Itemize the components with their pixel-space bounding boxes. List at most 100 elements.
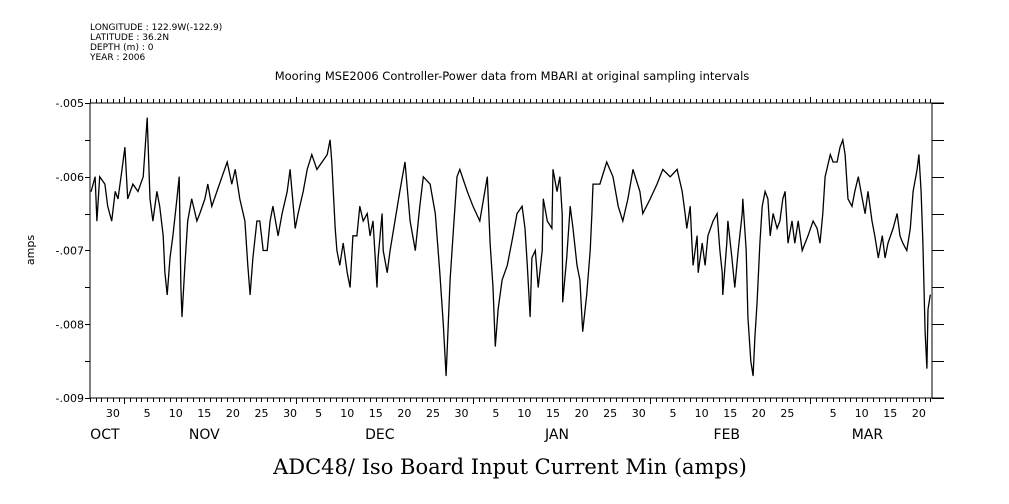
x-tick-label: 5	[144, 407, 151, 420]
data-point	[887, 242, 889, 244]
data-point	[920, 191, 922, 192]
data-point	[701, 242, 703, 244]
data-point	[627, 198, 629, 200]
data-point	[747, 316, 749, 318]
data-point	[816, 227, 818, 229]
data-point	[877, 257, 879, 259]
data-point	[349, 286, 351, 288]
data-point	[90, 191, 92, 192]
data-point	[844, 154, 846, 156]
data-point	[534, 250, 536, 251]
data-point	[556, 191, 558, 192]
x-tick-label: 30	[106, 407, 120, 420]
x-tick-label: 25	[254, 407, 268, 420]
data-point	[754, 338, 756, 340]
data-point	[797, 220, 799, 222]
y-tick-label: -.008	[56, 318, 84, 331]
data-point	[727, 220, 729, 222]
data-point	[302, 191, 304, 192]
data-point	[492, 286, 494, 288]
data-point	[772, 213, 774, 215]
data-point	[247, 264, 249, 266]
data-point	[331, 161, 333, 163]
data-point	[272, 205, 274, 207]
data-point	[916, 168, 918, 170]
data-point	[824, 176, 826, 178]
data-point	[537, 286, 539, 288]
data-point	[582, 331, 584, 333]
plot-area	[90, 117, 931, 377]
data-point	[414, 250, 416, 251]
data-point	[262, 250, 264, 251]
data-point	[731, 257, 733, 259]
data-point	[922, 242, 924, 244]
data-point	[847, 198, 849, 200]
data-point	[669, 176, 671, 178]
data-point	[881, 235, 883, 237]
meta-longitude: LONGITUDE : 122.9W(-122.9)	[90, 23, 222, 33]
series-line	[90, 117, 931, 376]
data-point	[127, 198, 129, 200]
data-point	[546, 220, 548, 222]
data-point	[196, 220, 198, 222]
data-point	[561, 213, 563, 215]
y-tick-label: -.005	[56, 97, 84, 110]
metadata-block: LONGITUDE : 122.9W(-122.9) LATITUDE : 36…	[89, 23, 222, 63]
x-tick-label: 10	[340, 407, 354, 420]
data-point	[111, 220, 113, 222]
data-point	[306, 168, 308, 170]
data-point	[924, 331, 926, 333]
data-point	[389, 250, 391, 251]
data-point	[329, 139, 331, 141]
data-point	[929, 294, 931, 296]
x-axis-title: ADC48/ Iso Board Input Current Min (amps…	[272, 455, 747, 479]
data-point	[187, 220, 189, 222]
data-point	[767, 198, 769, 200]
data-point	[552, 168, 554, 170]
x-tick-label: 10	[695, 407, 709, 420]
data-point	[132, 183, 134, 185]
data-point	[784, 191, 786, 192]
data-point	[216, 191, 218, 192]
data-point	[339, 264, 341, 266]
data-point	[804, 242, 806, 244]
data-point	[156, 191, 158, 192]
data-point	[149, 198, 151, 200]
data-point	[231, 183, 233, 185]
data-point	[589, 250, 591, 251]
data-point	[204, 198, 206, 200]
y-tick-label: -.007	[56, 245, 84, 258]
month-label: DEC	[365, 427, 395, 443]
data-point	[176, 198, 178, 200]
data-point	[704, 264, 706, 266]
month-label: OCT	[90, 427, 120, 443]
data-point	[864, 213, 866, 215]
data-point	[316, 168, 318, 170]
data-point	[164, 272, 166, 274]
data-point	[572, 227, 574, 229]
meta-depth: DEPTH (m) : 0	[90, 43, 154, 53]
data-point	[346, 272, 348, 274]
data-point	[874, 235, 876, 237]
data-point	[121, 168, 123, 170]
data-point	[906, 250, 908, 251]
data-point	[591, 213, 593, 215]
data-point	[531, 257, 533, 259]
data-point	[169, 257, 171, 259]
data-point	[524, 227, 526, 229]
data-point	[776, 227, 778, 229]
data-point	[286, 191, 288, 192]
data-point	[612, 176, 614, 178]
y-tick-label: -.006	[56, 171, 84, 184]
data-point	[142, 176, 144, 178]
data-point	[99, 176, 101, 178]
y-axis-label: amps	[24, 235, 37, 265]
data-point	[836, 161, 838, 163]
data-point	[722, 294, 724, 296]
data-point	[336, 250, 338, 251]
x-tick-label: 15	[883, 407, 897, 420]
data-point	[569, 205, 571, 207]
x-tick-label: 25	[780, 407, 794, 420]
x-tick-label: 5	[830, 407, 837, 420]
data-point	[166, 294, 168, 296]
